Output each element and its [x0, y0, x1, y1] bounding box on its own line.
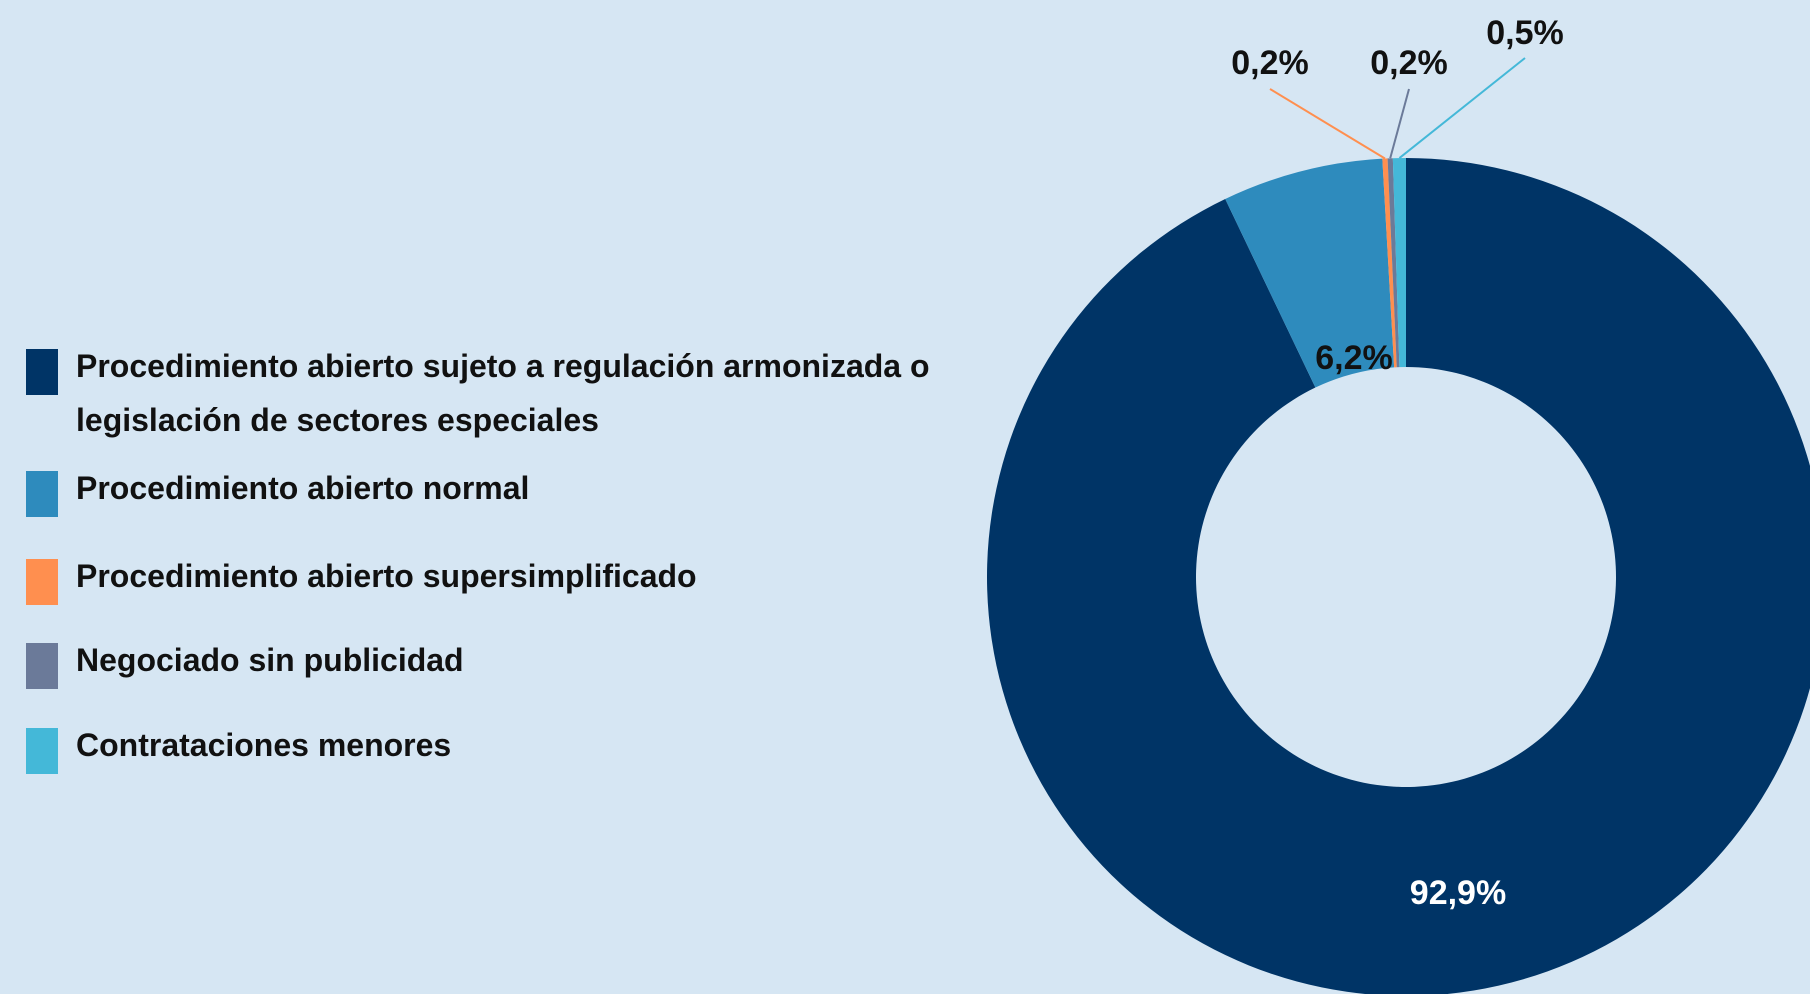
legend-swatch — [26, 349, 58, 395]
legend-item: Contrataciones menores — [26, 727, 956, 774]
legend-swatch — [26, 559, 58, 605]
leader-line — [1398, 57, 1526, 159]
legend-item: Procedimiento abierto supersimplificado — [26, 558, 956, 605]
legend-label: Procedimiento abierto normal — [76, 470, 530, 506]
leader-line — [1389, 88, 1410, 159]
donut-segment — [1225, 158, 1395, 388]
legend-item: Procedimiento abierto normal — [26, 470, 956, 517]
value-label: 6,2% — [1315, 339, 1393, 377]
donut-segment — [1382, 158, 1397, 368]
legend-label: Procedimiento abierto sujeto a regulació… — [76, 348, 930, 438]
legend-swatch — [26, 643, 58, 689]
legend-swatch — [26, 728, 58, 774]
legend-item: Negociado sin publicidad — [26, 642, 956, 689]
legend-label: Procedimiento abierto supersimplificado — [76, 558, 697, 594]
value-label: 0,2% — [1231, 44, 1309, 82]
leader-line — [1269, 88, 1386, 160]
value-label: 0,2% — [1370, 44, 1448, 82]
legend-label: Negociado sin publicidad — [76, 642, 464, 678]
donut-segment — [1387, 158, 1400, 368]
donut-segment — [987, 158, 1810, 994]
legend-swatch — [26, 471, 58, 517]
legend-item: Procedimiento abierto sujeto a regulació… — [26, 348, 956, 447]
donut-segment — [1392, 158, 1406, 368]
value-label: 0,5% — [1486, 14, 1564, 52]
value-label: 92,9% — [1410, 874, 1506, 912]
legend-label: Contrataciones menores — [76, 727, 452, 763]
